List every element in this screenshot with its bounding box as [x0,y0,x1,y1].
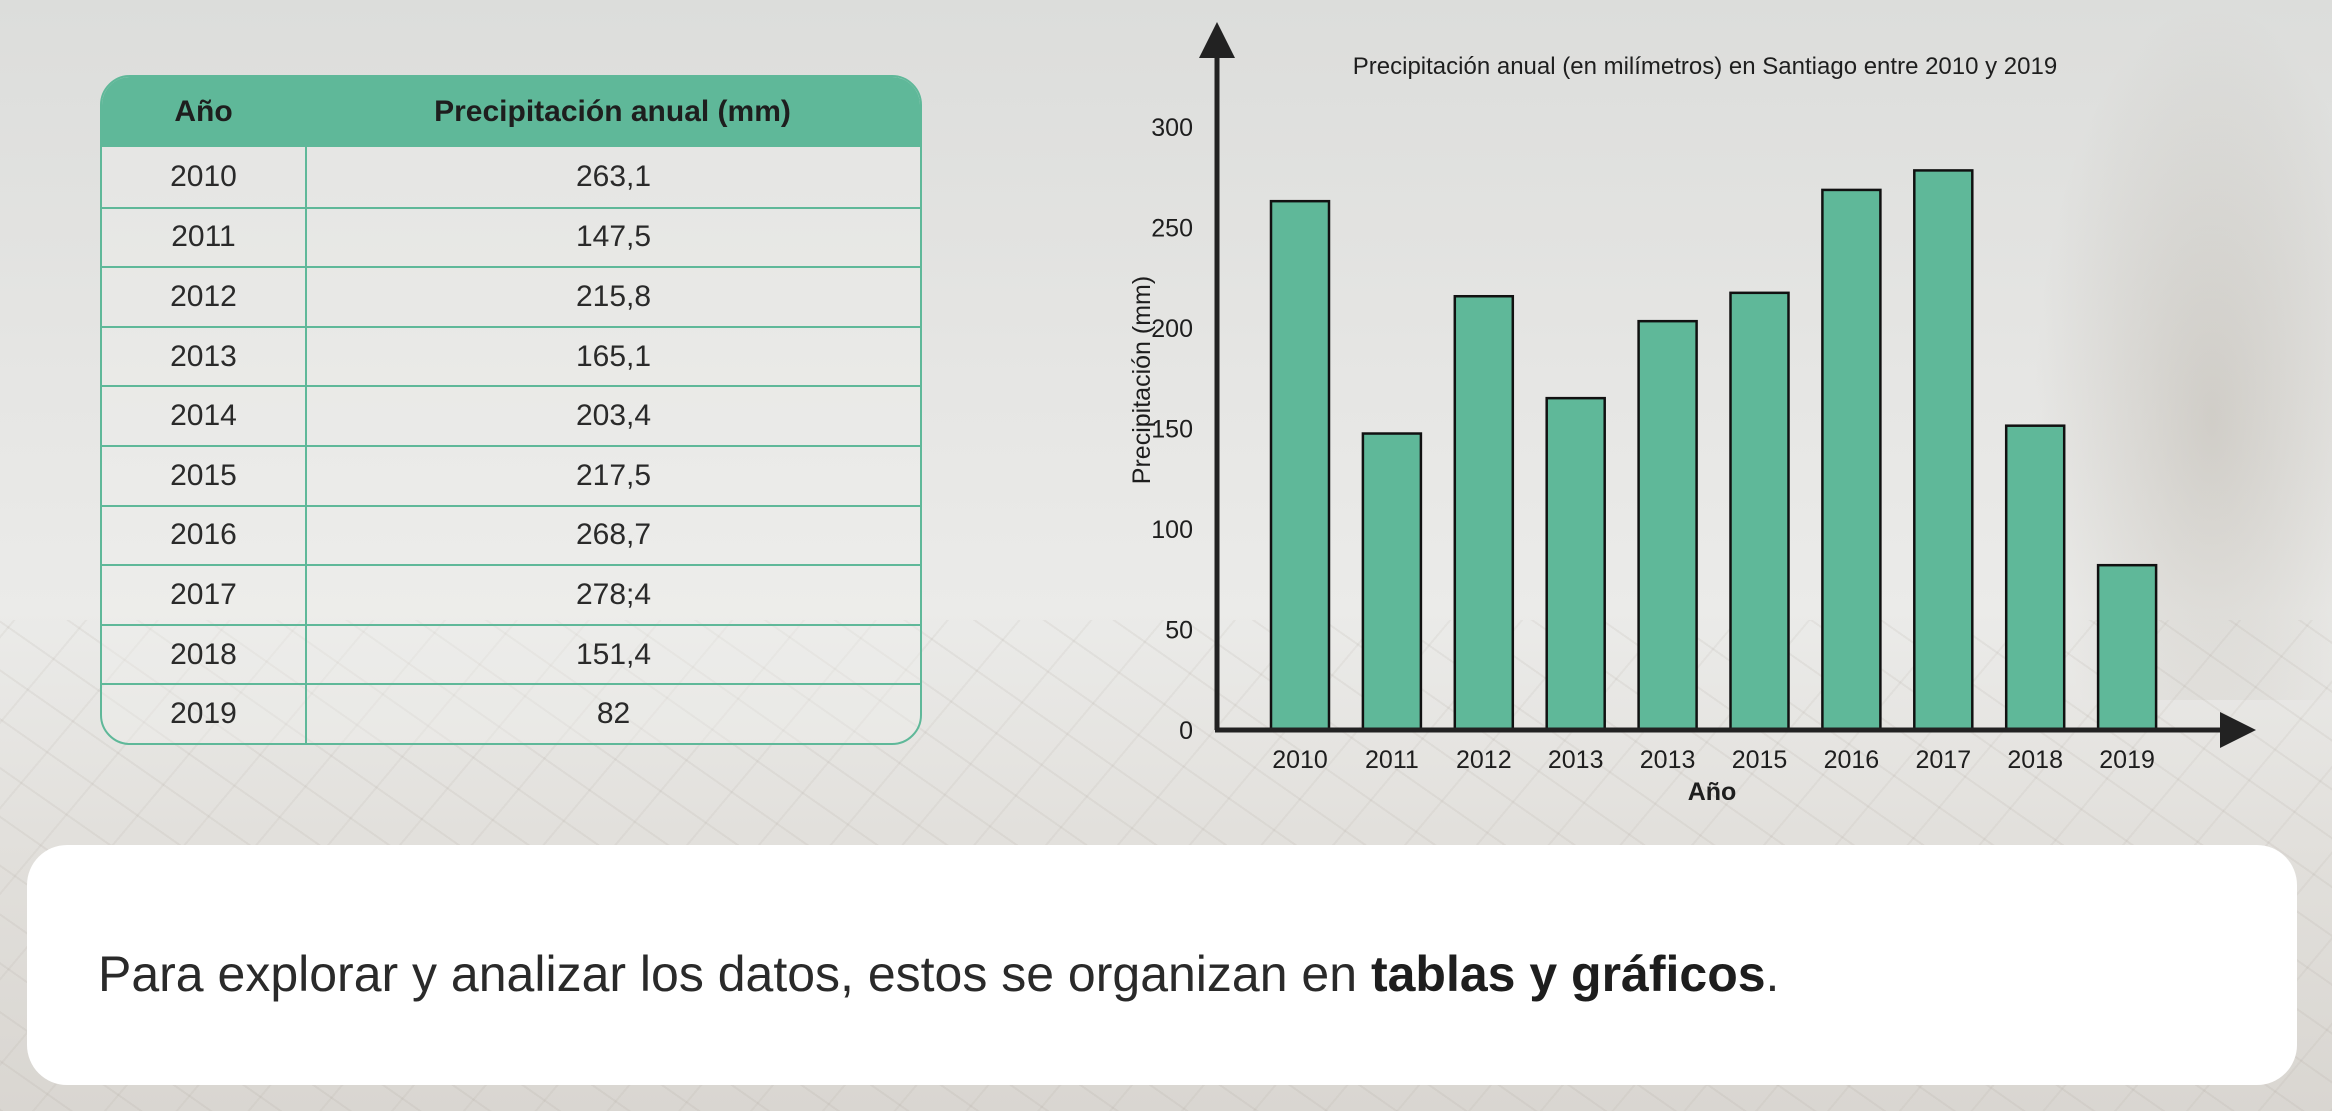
bar [1729,291,1790,732]
bar [1269,199,1331,732]
x-tick-label: 2013 [1548,746,1604,774]
bar [1545,396,1606,732]
table-row: 2016 268,7 [102,504,920,565]
y-tick-label: 200 [1151,315,1193,343]
cell-precipitation: 278;4 [575,577,652,611]
cell-year: 2011 [102,208,307,267]
y-axis-title: Precipitación (mm) [1128,276,1156,484]
table-row: 2015 217,5 [102,444,920,505]
table-row: 2019 82 [102,683,920,743]
table-row: 2010 263,1 [102,147,920,207]
header-year: Año [174,95,233,128]
table-row: 2013 165,1 [102,325,920,386]
cell-precipitation: 151,4 [575,637,652,671]
x-axis-arrow-icon [2220,712,2256,748]
bar [1453,294,1515,732]
cell-year: 2017 [102,566,307,624]
x-tick-label: 2015 [1732,746,1788,774]
y-axis-arrow-icon [1199,22,1235,58]
cell-precipitation: 215,8 [575,279,652,313]
cell-precipitation: 203,4 [575,399,652,433]
cell-precipitation: 268,7 [575,518,652,552]
bar [1913,169,1974,732]
x-tick-label: 2018 [2007,746,2063,774]
table-row: 2018 151,4 [102,623,920,684]
cell-precipitation: 147,5 [575,220,652,254]
precipitation-table: Año Precipitación anual (mm) 2010 263,1 20… [100,75,922,745]
caption-text: Para explorar y analizar los datos, esto… [98,945,1779,1003]
header-precipitation: Precipitación anual (mm) [434,95,791,128]
caption-prefix: Para explorar y analizar los datos, esto… [98,946,1371,1002]
bar [1361,432,1423,732]
background-tree [2032,0,2332,700]
table-row: 2017 278;4 [102,564,920,624]
x-tick-label: 2013 [1640,746,1696,774]
x-tick-label: 2019 [2099,746,2155,774]
caption-bold: tablas y gráficos [1370,946,1766,1002]
cell-precipitation: 82 [596,697,631,731]
cell-year: 2016 [102,506,307,565]
cell-year: 2013 [102,327,307,386]
table-row: 2014 203,4 [102,385,920,445]
y-tick-label: 150 [1151,416,1193,444]
x-axis-title: Año [1688,778,1737,806]
cell-year: 2014 [102,387,307,445]
cell-year: 2019 [102,685,307,743]
table-header: Año Precipitación anual (mm) [102,77,920,147]
cell-year: 2012 [102,268,307,326]
table-row: 2012 215,8 [102,266,920,326]
cell-precipitation: 217,5 [575,458,652,492]
cell-precipitation: 263,1 [575,159,652,193]
bar [2004,424,2066,732]
bar [1637,319,1698,732]
caption-suffix: . [1765,946,1780,1002]
caption-box: Para explorar y analizar los datos, esto… [27,845,2297,1085]
y-tick-label: 0 [1179,717,1193,745]
table-row: 2011 147,5 [102,206,920,267]
cell-year: 2018 [102,625,307,684]
chart-title: Precipitación anual (en milímetros) en S… [1353,53,2057,80]
y-tick-label: 250 [1151,215,1193,243]
y-tick-label: 300 [1151,114,1193,142]
x-tick-label: 2017 [1915,746,1971,774]
y-tick-label: 50 [1165,617,1193,645]
cell-year: 2015 [102,446,307,505]
cell-precipitation: 165,1 [575,339,652,373]
x-tick-label: 2016 [1824,746,1880,774]
x-tick-label: 2011 [1365,746,1419,774]
cell-year: 2010 [102,147,307,207]
bar [1821,188,1882,732]
y-tick-label: 100 [1151,516,1193,544]
x-tick-label: 2010 [1272,746,1328,774]
x-tick-label: 2012 [1456,746,1512,774]
bar [2096,563,2158,732]
